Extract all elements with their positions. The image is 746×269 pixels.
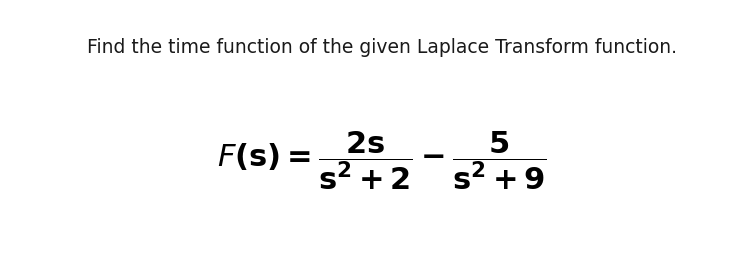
Text: $\mathbf{\mathit{F}(s) = \dfrac{2s}{s^2+2} - \dfrac{5}{s^2+9}}$: $\mathbf{\mathit{F}(s) = \dfrac{2s}{s^2+… (217, 129, 548, 192)
Text: Find the time function of the given Laplace Transform function.: Find the time function of the given Lapl… (87, 38, 677, 58)
